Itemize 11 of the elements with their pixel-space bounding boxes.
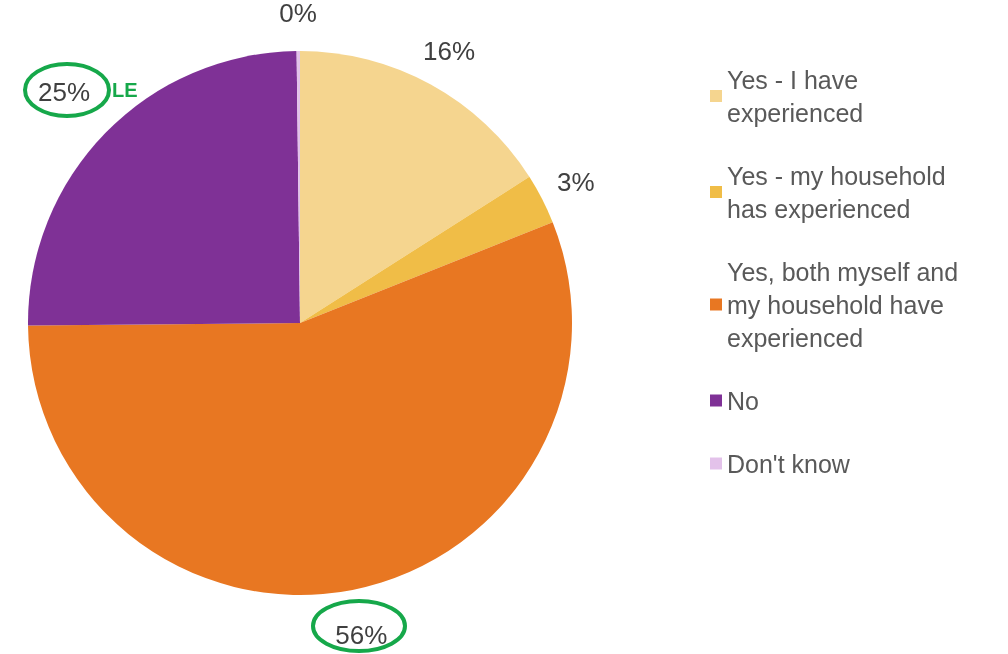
- text: LE: [112, 79, 138, 101]
- legend-label: Yes - my household has experienced: [727, 161, 953, 223]
- data-label: 0%: [279, 0, 317, 28]
- legend-label: Don't know: [727, 449, 851, 478]
- data-label: 56%: [335, 619, 388, 650]
- legend-label: Yes, both myself and my household have experienced: [727, 257, 966, 352]
- data-label: 3%: [557, 166, 595, 197]
- data-label: 25%: [38, 77, 91, 108]
- legend-label: Yes - I have experienced: [727, 65, 866, 127]
- legend-label: No: [727, 386, 759, 415]
- data-label: 16%: [423, 36, 476, 67]
